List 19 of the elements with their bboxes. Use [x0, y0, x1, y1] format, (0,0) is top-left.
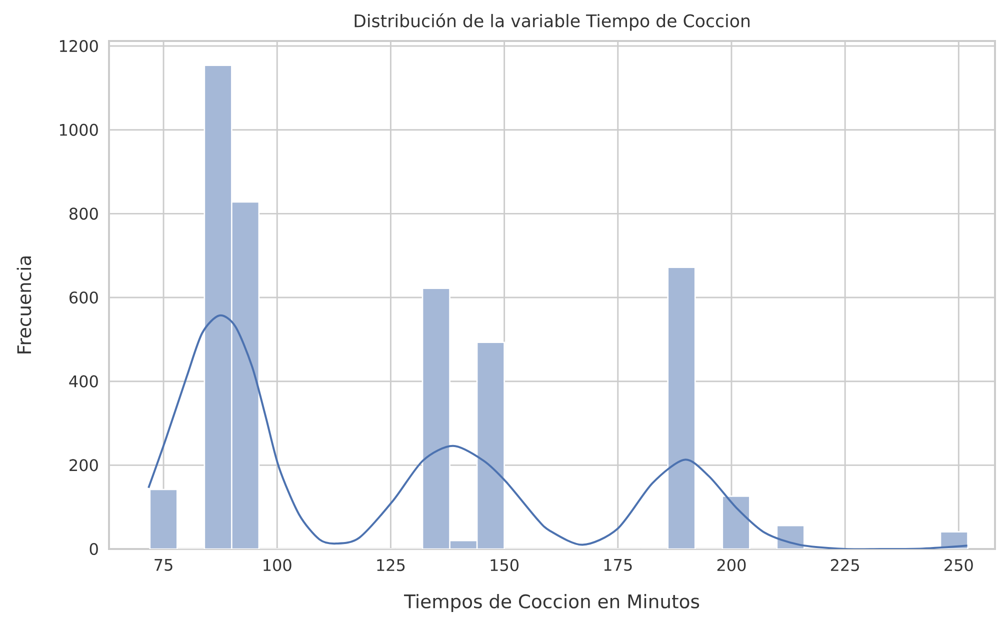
- y-tick-label: 1200: [60, 40, 98, 52]
- x-tick-label: 75: [154, 559, 172, 571]
- y-tick-label: 200: [70, 459, 98, 472]
- x-tick-label: 250: [944, 559, 973, 572]
- x-tick-label: 175: [604, 559, 632, 571]
- x-tick-label: 100: [264, 559, 292, 572]
- x-tick-label: 200: [717, 559, 746, 572]
- y-tick-label: 400: [69, 375, 98, 388]
- y-tick-label: 1000: [60, 124, 98, 136]
- y-tick-label: 600: [70, 291, 98, 304]
- y-tick-label: 800: [70, 208, 98, 220]
- x-tick-label: 225: [830, 559, 859, 572]
- y-axis-title: Frecuencia: [16, 256, 32, 354]
- line-series: [148, 314, 968, 549]
- x-tick-label: 150: [490, 559, 518, 572]
- x-tick-label: 125: [377, 559, 405, 572]
- x-axis-title: Tiempos de Coccion en Minutos: [404, 594, 700, 612]
- y-tick-label: 0: [90, 542, 98, 556]
- chart-title: Distribución de la variable Tiempo de Coccion: [354, 13, 750, 31]
